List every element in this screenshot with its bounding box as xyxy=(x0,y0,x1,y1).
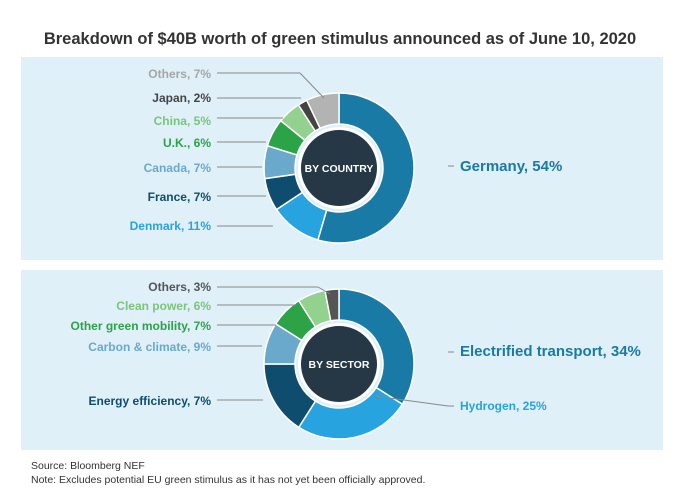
label-china-5: China, 5% xyxy=(154,114,212,128)
label-carbon-climate-9: Carbon & climate, 9% xyxy=(88,340,211,354)
source-note: Source: Bloomberg NEF xyxy=(31,460,145,472)
center-label: BY SECTOR xyxy=(309,359,370,371)
leader-elbow-hydrogen-25 xyxy=(374,395,449,407)
label-france-7: France, 7% xyxy=(148,190,212,204)
donut-by-sector: BY SECTOR Electrified transport, 34% Hydro… xyxy=(71,280,641,440)
center-disc xyxy=(301,130,377,206)
label-clean-power-6: Clean power, 6% xyxy=(116,299,211,313)
slice-others-3 xyxy=(324,288,340,322)
slice-others-7 xyxy=(305,92,340,130)
label-hydrogen-25: Hydrogen, 25% xyxy=(460,399,547,413)
donut-by-country: BY COUNTRY Germany, 54% Denmark, 11% France… xyxy=(130,67,562,244)
slice-electrified-transport-34 xyxy=(338,288,415,406)
leader-elbow-others-7 xyxy=(299,72,325,99)
center-disc xyxy=(301,326,377,402)
label-others-7: Others, 7% xyxy=(148,67,211,81)
chart-title: Breakdown of $40B worth of green stimulu… xyxy=(43,30,637,48)
label-energy-efficiency-7: Energy efficiency, 7% xyxy=(89,394,212,408)
label-other-green-mobility-7: Other green mobility, 7% xyxy=(71,319,212,333)
label-japan-2: Japan, 2% xyxy=(152,91,211,105)
slice-germany-54 xyxy=(316,92,415,244)
label-germany-54: Germany, 54% xyxy=(460,158,562,175)
leader-elbow-others-3 xyxy=(317,286,331,295)
footnote: Note: Excludes potential EU green stimul… xyxy=(31,474,426,486)
center-label: BY COUNTRY xyxy=(305,163,374,175)
label-canada-7: Canada, 7% xyxy=(144,161,212,175)
label-electrified-transport-34: Electrified transport, 34% xyxy=(460,343,641,360)
label-others-3: Others, 3% xyxy=(148,280,211,294)
label-u-k-6: U.K., 6% xyxy=(163,136,211,150)
label-denmark-11: Denmark, 11% xyxy=(130,219,212,233)
